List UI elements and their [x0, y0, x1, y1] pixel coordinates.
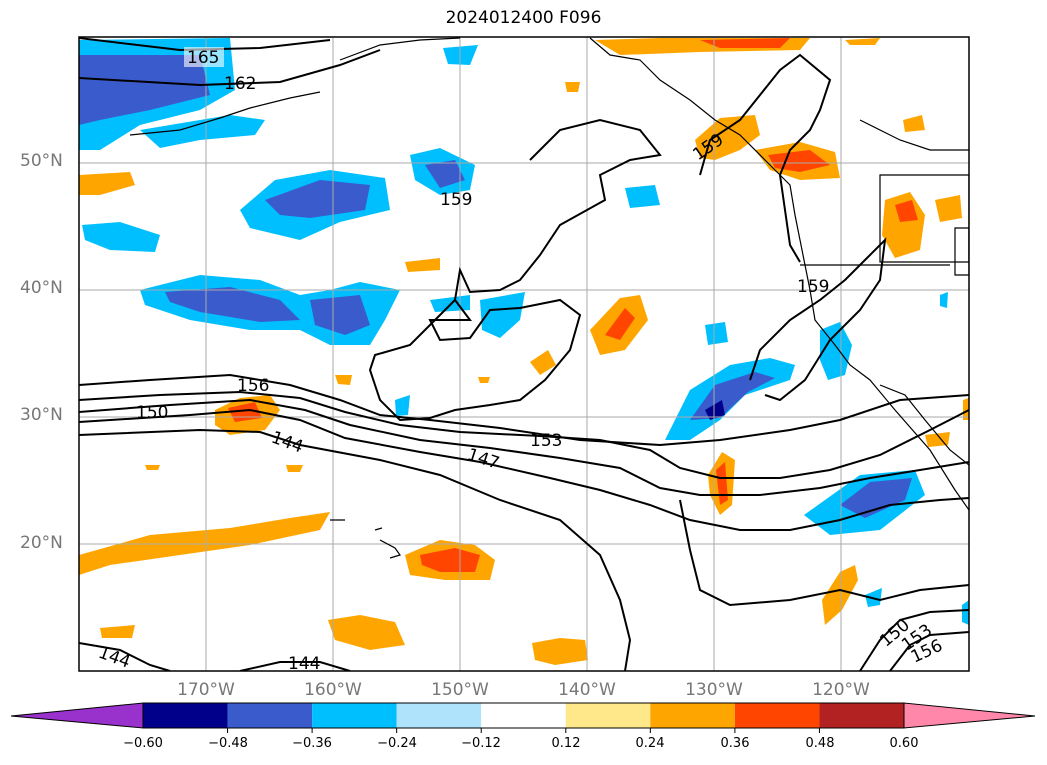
colorbar-bin [819, 703, 904, 728]
colorbar-tick-label: 0.36 [720, 736, 750, 751]
colorbar-tick-label: −0.36 [292, 736, 332, 751]
lon-label-120w: 120°W [812, 680, 870, 700]
colorbar-outline [142, 702, 905, 729]
colorbar-tick-label: −0.60 [123, 736, 163, 751]
map-title: 2024012400 F096 [445, 8, 602, 28]
coastlines [129, 37, 969, 559]
contour-label: 153 [530, 431, 562, 451]
contour-label: 144 [96, 643, 133, 673]
contour-label: 144 [288, 654, 320, 674]
colorbar [10, 702, 1036, 733]
contour-label: 156 [237, 376, 269, 396]
map-frame [78, 36, 970, 672]
shading-layer [79, 38, 969, 665]
lon-label-140w: 140°W [558, 680, 616, 700]
lon-label-170w: 170°W [177, 680, 235, 700]
contour-label: 150 [136, 403, 168, 423]
height-contours [79, 37, 969, 671]
colorbar-bin [143, 703, 228, 728]
contour-label: 162 [224, 74, 256, 94]
contour-label: 165 [187, 48, 219, 68]
colorbar-tick-label: −0.24 [377, 736, 417, 751]
colorbar-upper-extension [903, 702, 1036, 729]
contour-label: 144 [269, 428, 306, 458]
colorbar-bin [312, 703, 397, 728]
colorbar-tick-label: −0.12 [461, 736, 501, 751]
contour-label: 159 [797, 277, 829, 297]
colorbar-bin [734, 703, 820, 728]
lon-label-130w: 130°W [685, 680, 743, 700]
colorbar-lower-extension [10, 702, 144, 729]
colorbar-tick-label: 0.24 [635, 736, 665, 751]
lat-label-30n: 30°N [20, 405, 63, 425]
lon-label-150w: 150°W [431, 680, 489, 700]
colorbar-bin [481, 703, 566, 728]
contour-label: 159 [440, 190, 472, 210]
colorbar-bin [227, 703, 313, 728]
colorbar-tick-label: 0.12 [551, 736, 581, 751]
lat-label-40n: 40°N [20, 278, 63, 298]
colorbar-bin [396, 703, 482, 728]
negative-anomaly-areas [79, 38, 969, 625]
lat-label-20n: 20°N [20, 533, 63, 553]
lat-label-50n: 50°N [20, 151, 63, 171]
colorbar-bin [650, 703, 735, 728]
colorbar-bin [565, 703, 651, 728]
colorbar-tick-label: 0.48 [805, 736, 835, 751]
graticule [79, 37, 969, 671]
colorbar-tick-label: −0.48 [208, 736, 248, 751]
lon-label-160w: 160°W [304, 680, 362, 700]
colorbar-tick-label: 0.60 [889, 736, 919, 751]
